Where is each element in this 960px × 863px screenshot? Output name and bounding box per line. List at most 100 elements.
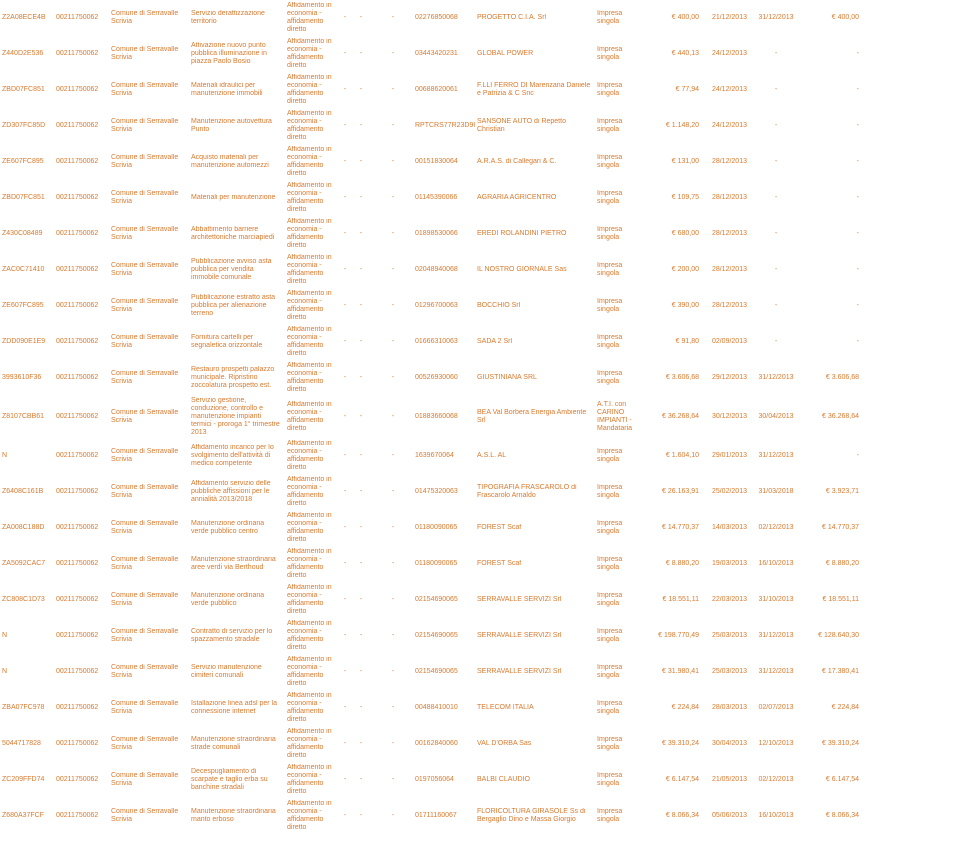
cell-data-inizio: 30/04/2013: [701, 740, 749, 748]
cell-procedura: Affidamento in economia - affidamento di…: [285, 584, 341, 616]
cell-piva: 01180090065: [413, 560, 475, 568]
cell-procedura: Affidamento in economia - affidamento di…: [285, 362, 341, 394]
cell-dash3: -: [373, 488, 413, 496]
cell-tipo: Impresa singola: [595, 154, 643, 170]
cell-tipo: Impresa singola: [595, 772, 643, 788]
cell-dash2: -: [349, 632, 373, 640]
cell-dash1: -: [341, 812, 349, 820]
cell-ente: Comune di Serravalle Scrivia: [109, 736, 189, 752]
cell-ente: Comune di Serravalle Scrivia: [109, 700, 189, 716]
cell-data-inizio: 25/02/2013: [701, 488, 749, 496]
cell-cf: 00211750062: [54, 230, 109, 238]
cell-aggiudicatario: SANSONE AUTO di Repetto Christian: [475, 118, 595, 134]
cell-cig: 3993610F36: [0, 374, 54, 382]
cell-data-fine: 02/07/2013: [749, 704, 803, 712]
cell-ente: Comune di Serravalle Scrivia: [109, 10, 189, 26]
cell-liquidato: -: [803, 302, 861, 310]
cell-dash3: -: [373, 50, 413, 58]
table-row: ZAC0C7141000211750062Comune di Serravall…: [0, 252, 960, 288]
cell-aggiudicatario: GIUSTINIANA SRL: [475, 374, 595, 382]
cell-cf: 00211750062: [54, 560, 109, 568]
cell-aggiudicatario: GLOBAL POWER: [475, 50, 595, 58]
cell-dash3: -: [373, 413, 413, 421]
cell-dash2: -: [349, 776, 373, 784]
cell-dash3: -: [373, 338, 413, 346]
cell-data-fine: 02/12/2013: [749, 776, 803, 784]
cell-liquidato: -: [803, 122, 861, 130]
cell-piva: 01666310063: [413, 338, 475, 346]
cell-piva: 02276850068: [413, 14, 475, 22]
cell-piva: 02154690065: [413, 632, 475, 640]
cell-data-inizio: 02/09/2013: [701, 338, 749, 346]
cell-aggiudicatario: SERRAVALLE SERVIZI Srl: [475, 596, 595, 604]
cell-cig: N: [0, 632, 54, 640]
cell-ente: Comune di Serravalle Scrivia: [109, 334, 189, 350]
cell-ente: Comune di Serravalle Scrivia: [109, 190, 189, 206]
cell-cf: 00211750062: [54, 194, 109, 202]
cell-liquidato: € 3.606,68: [803, 374, 861, 382]
cell-aggiudicatario: TELECOM ITALIA: [475, 704, 595, 712]
cell-dash3: -: [373, 740, 413, 748]
cell-cf: 00211750062: [54, 413, 109, 421]
cell-dash1: -: [341, 452, 349, 460]
cell-ente: Comune di Serravalle Scrivia: [109, 226, 189, 242]
cell-importo: € 14.770,37: [643, 524, 701, 532]
cell-liquidato: -: [803, 86, 861, 94]
cell-liquidato: € 8.880,20: [803, 560, 861, 568]
cell-tipo: Impresa singola: [595, 226, 643, 242]
cell-aggiudicatario: SADA 2 Srl: [475, 338, 595, 346]
cell-oggetto: Decespugliamento di scarpate e taglio er…: [189, 768, 285, 792]
cell-data-fine: -: [749, 338, 803, 346]
cell-cig: Z440D2E536: [0, 50, 54, 58]
cell-cig: Z430C08489: [0, 230, 54, 238]
cell-piva: 1639670064: [413, 452, 475, 460]
cell-dash2: -: [349, 812, 373, 820]
cell-importo: € 77,94: [643, 86, 701, 94]
cell-data-inizio: 28/12/2013: [701, 266, 749, 274]
cell-dash1: -: [341, 668, 349, 676]
cell-piva: 01145390066: [413, 194, 475, 202]
cell-ente: Comune di Serravalle Scrivia: [109, 556, 189, 572]
cell-importo: € 224,84: [643, 704, 701, 712]
cell-cig: Z8107CBB61: [0, 413, 54, 421]
cell-dash2: -: [349, 704, 373, 712]
cell-ente: Comune di Serravalle Scrivia: [109, 520, 189, 536]
cell-procedura: Affidamento in economia - affidamento di…: [285, 290, 341, 322]
cell-data-inizio: 29/12/2013: [701, 374, 749, 382]
cell-dash2: -: [349, 50, 373, 58]
cell-dash1: -: [341, 230, 349, 238]
cell-tipo: Impresa singola: [595, 628, 643, 644]
cell-data-fine: -: [749, 266, 803, 274]
cell-piva: RPTCRS77R23D969B: [413, 122, 475, 130]
cell-liquidato: -: [803, 266, 861, 274]
cell-dash3: -: [373, 374, 413, 382]
cell-ente: Comune di Serravalle Scrivia: [109, 628, 189, 644]
table-row: N00211750062Comune di Serravalle Scrivia…: [0, 654, 960, 690]
cell-tipo: Impresa singola: [595, 736, 643, 752]
cell-dash3: -: [373, 524, 413, 532]
cell-cig: ZDD090E1E9: [0, 338, 54, 346]
cell-importo: € 390,00: [643, 302, 701, 310]
cell-dash3: -: [373, 266, 413, 274]
table-row: ZE607FC89500211750062Comune di Serravall…: [0, 288, 960, 324]
cell-procedura: Affidamento in economia - affidamento di…: [285, 2, 341, 34]
cell-oggetto: Materiali per manutenzione: [189, 194, 285, 202]
cell-importo: € 18.551,11: [643, 596, 701, 604]
cell-data-inizio: 22/03/2013: [701, 596, 749, 604]
cell-ente: Comune di Serravalle Scrivia: [109, 370, 189, 386]
cell-data-fine: -: [749, 50, 803, 58]
cell-dash3: -: [373, 560, 413, 568]
cell-ente: Comune di Serravalle Scrivia: [109, 592, 189, 608]
cell-data-fine: 31/10/2013: [749, 596, 803, 604]
table-row: Z430C0848900211750062Comune di Serravall…: [0, 216, 960, 252]
cell-cf: 00211750062: [54, 488, 109, 496]
cell-ente: Comune di Serravalle Scrivia: [109, 409, 189, 425]
cell-cig: Z6408C161B: [0, 488, 54, 496]
table-row: ZA5092CAC700211750062Comune di Serravall…: [0, 546, 960, 582]
cell-data-fine: 31/12/2013: [749, 452, 803, 460]
cell-tipo: Impresa singola: [595, 484, 643, 500]
cell-data-fine: 16/10/2013: [749, 560, 803, 568]
cell-liquidato: -: [803, 50, 861, 58]
cell-importo: € 31.980,41: [643, 668, 701, 676]
cell-cig: ZC209FFD74: [0, 776, 54, 784]
